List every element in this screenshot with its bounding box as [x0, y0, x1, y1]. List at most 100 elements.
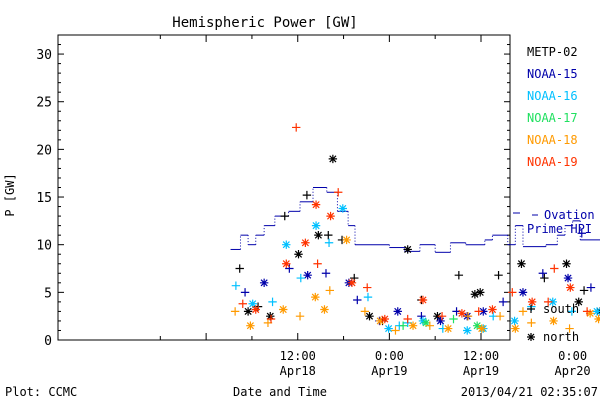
data-point-mark [418, 316, 428, 326]
data-point-mark [433, 311, 442, 321]
data-point-mark [495, 311, 505, 321]
data-point-mark [251, 305, 260, 314]
data-point-mark [574, 297, 583, 307]
data-point-mark [457, 309, 467, 318]
chart-title: Hemispheric Power [GW] [172, 15, 357, 31]
data-point [565, 324, 574, 333]
data-point-mark [324, 230, 333, 240]
data-point [279, 305, 288, 314]
data-point-mark [292, 123, 301, 132]
data-point [543, 297, 553, 307]
legend-entry: METP-02 [527, 45, 578, 59]
data-point-mark [577, 229, 586, 238]
data-point [246, 321, 255, 330]
data-point-mark [334, 188, 343, 197]
data-point-mark [517, 259, 526, 268]
data-point [266, 311, 275, 321]
data-point [326, 211, 335, 221]
data-point-mark [320, 305, 329, 314]
data-point [474, 307, 483, 316]
data-point-mark [248, 299, 257, 308]
data-point-mark [543, 297, 553, 307]
data-point-mark [301, 238, 310, 247]
x-tick-time: 0:00 [558, 349, 587, 363]
data-point [508, 288, 517, 297]
data-point [472, 321, 482, 330]
data-point-mark [279, 305, 288, 314]
data-point-mark [579, 286, 589, 295]
data-point [585, 309, 595, 318]
data-point-mark [548, 297, 557, 307]
data-point-mark [338, 204, 347, 213]
data-point-mark [313, 259, 322, 268]
data-point [495, 311, 505, 321]
data-point [313, 259, 322, 268]
data-points [230, 123, 600, 335]
data-point [311, 200, 321, 209]
data-point-mark [403, 314, 412, 324]
data-point [384, 324, 393, 333]
data-point-mark [311, 200, 321, 209]
data-point-mark [384, 324, 393, 333]
data-point-mark [494, 270, 503, 280]
data-point-mark [527, 318, 536, 328]
data-point [408, 321, 418, 330]
y-tick-label: 10 [36, 239, 52, 254]
y-tick-label: 25 [36, 96, 52, 111]
data-point [586, 283, 596, 292]
data-point-mark [449, 314, 458, 324]
data-point [477, 324, 486, 333]
data-point [363, 283, 372, 292]
legend: METP-02 NOAA-15 NOAA-16 NOAA-17 NOAA-18 NOAA-… [513, 45, 595, 236]
data-point [518, 307, 528, 316]
data-point-mark [235, 264, 244, 273]
data-point [328, 154, 338, 164]
marker-key: south north [527, 302, 579, 344]
data-point-mark [567, 307, 577, 316]
data-point [562, 259, 571, 268]
data-point-mark [518, 307, 528, 316]
data-point [517, 259, 526, 268]
data-point-mark [231, 281, 241, 290]
data-point-mark [549, 316, 558, 326]
data-point-mark [437, 311, 447, 321]
y-tick-label: 30 [36, 48, 52, 63]
data-point [251, 305, 260, 314]
data-point [488, 305, 497, 314]
data-point-mark [240, 288, 250, 297]
data-point [538, 269, 548, 278]
legend-entry: NOAA-15 [527, 67, 578, 81]
data-point [563, 273, 573, 283]
data-point [320, 305, 329, 314]
data-point-mark [436, 316, 445, 326]
data-point [380, 314, 389, 324]
data-point [443, 324, 453, 333]
data-point [353, 295, 362, 305]
data-point [302, 190, 312, 200]
data-point [418, 295, 428, 305]
legend-entry: NOAA-19 [527, 155, 578, 169]
data-point [436, 316, 445, 326]
data-point [549, 316, 558, 326]
x-tick-date: Apr19 [371, 364, 407, 378]
data-point-mark [472, 321, 482, 330]
data-point [376, 316, 385, 326]
data-point [425, 321, 435, 330]
data-point-mark [246, 321, 255, 330]
data-point [324, 238, 334, 247]
ovation-legend-label: Prime HPI [527, 222, 592, 236]
data-point-mark [538, 269, 548, 278]
data-point [321, 269, 331, 278]
x-axis-ticks: 12:00Apr180:00Apr1912:00Apr190:00Apr2012… [159, 35, 591, 378]
data-point-mark [280, 211, 289, 221]
data-point-mark [391, 326, 400, 335]
data-point [360, 307, 370, 316]
data-point-mark [302, 190, 312, 200]
data-point [238, 299, 247, 308]
data-point [527, 297, 537, 307]
data-point-mark [360, 307, 370, 316]
data-point [303, 270, 312, 280]
data-point-mark [328, 154, 338, 164]
data-point-mark [321, 269, 331, 278]
